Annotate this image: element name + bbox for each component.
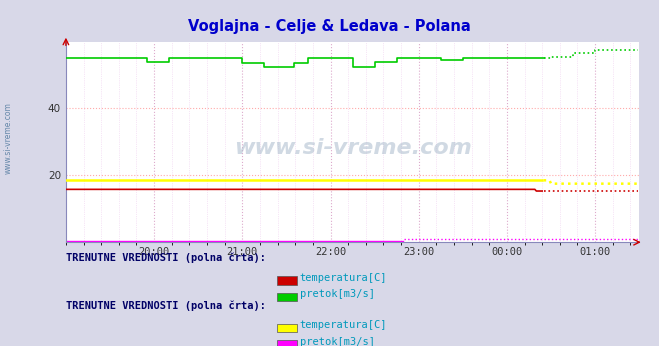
Text: temperatura[C]: temperatura[C] xyxy=(300,320,387,330)
Text: TRENUTNE VREDNOSTI (polna črta):: TRENUTNE VREDNOSTI (polna črta): xyxy=(66,253,266,263)
Text: www.si-vreme.com: www.si-vreme.com xyxy=(234,138,471,158)
Text: temperatura[C]: temperatura[C] xyxy=(300,273,387,283)
Text: pretok[m3/s]: pretok[m3/s] xyxy=(300,337,375,346)
Text: Voglajna - Celje & Ledava - Polana: Voglajna - Celje & Ledava - Polana xyxy=(188,19,471,34)
Text: pretok[m3/s]: pretok[m3/s] xyxy=(300,289,375,299)
Text: TRENUTNE VREDNOSTI (polna črta):: TRENUTNE VREDNOSTI (polna črta): xyxy=(66,300,266,311)
Text: www.si-vreme.com: www.si-vreme.com xyxy=(4,102,13,174)
